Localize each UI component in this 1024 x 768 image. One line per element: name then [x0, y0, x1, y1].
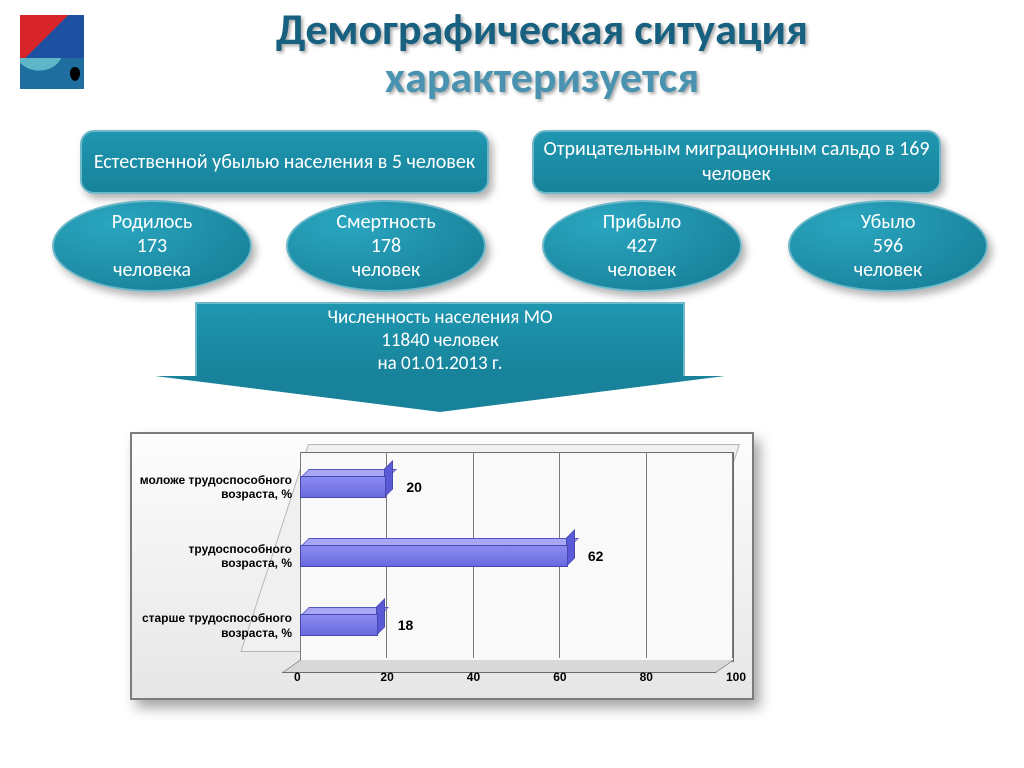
coat-of-arms-logo [20, 15, 84, 89]
callout-natural-decline: Естественной убылью населения в 5 челове… [80, 130, 489, 194]
category-label: старше трудоспособного возраста, % [134, 611, 292, 640]
oval-death: Смертность 178 человек [286, 200, 486, 292]
bar-value-label: 20 [406, 479, 422, 495]
x-tick-label: 40 [467, 670, 480, 684]
slide-title: Демографическая ситуация характеризуется [100, 5, 984, 102]
category-label: трудоспособного возраста, % [134, 542, 292, 571]
title-line2: характеризуется [385, 50, 699, 104]
bar [300, 476, 386, 498]
bar [300, 614, 378, 636]
arrow-line3: на 01.01.2013 г. [378, 352, 503, 375]
x-tick-label: 80 [640, 670, 653, 684]
title-line1: Демографическая ситуация [276, 2, 808, 56]
oval-arrived: Прибыло 427 человек [542, 200, 742, 292]
arrow-line1: Численность населения МО [327, 306, 552, 329]
x-tick-label: 100 [726, 670, 746, 684]
bar-value-label: 18 [398, 617, 414, 633]
x-tick-label: 20 [380, 670, 393, 684]
oval-born: Родилось 173 человека [52, 200, 252, 292]
x-tick-label: 60 [553, 670, 566, 684]
age-structure-chart: 0 20 40 60 80 100 моложе трудоспособного возра… [130, 432, 754, 700]
arrow-line2: 11840 человек [381, 329, 499, 352]
x-tick-label: 0 [294, 670, 301, 684]
oval-left: Убыло 596 человек [788, 200, 988, 292]
callout-migration-balance: Отрицательным миграционным сальдо в 169 … [532, 130, 941, 194]
bar [300, 545, 568, 567]
population-arrow: Численность населения МО 11840 человек н… [155, 302, 725, 412]
bar-value-label: 62 [588, 548, 604, 564]
category-label: моложе трудоспособного возраста, % [134, 473, 292, 502]
